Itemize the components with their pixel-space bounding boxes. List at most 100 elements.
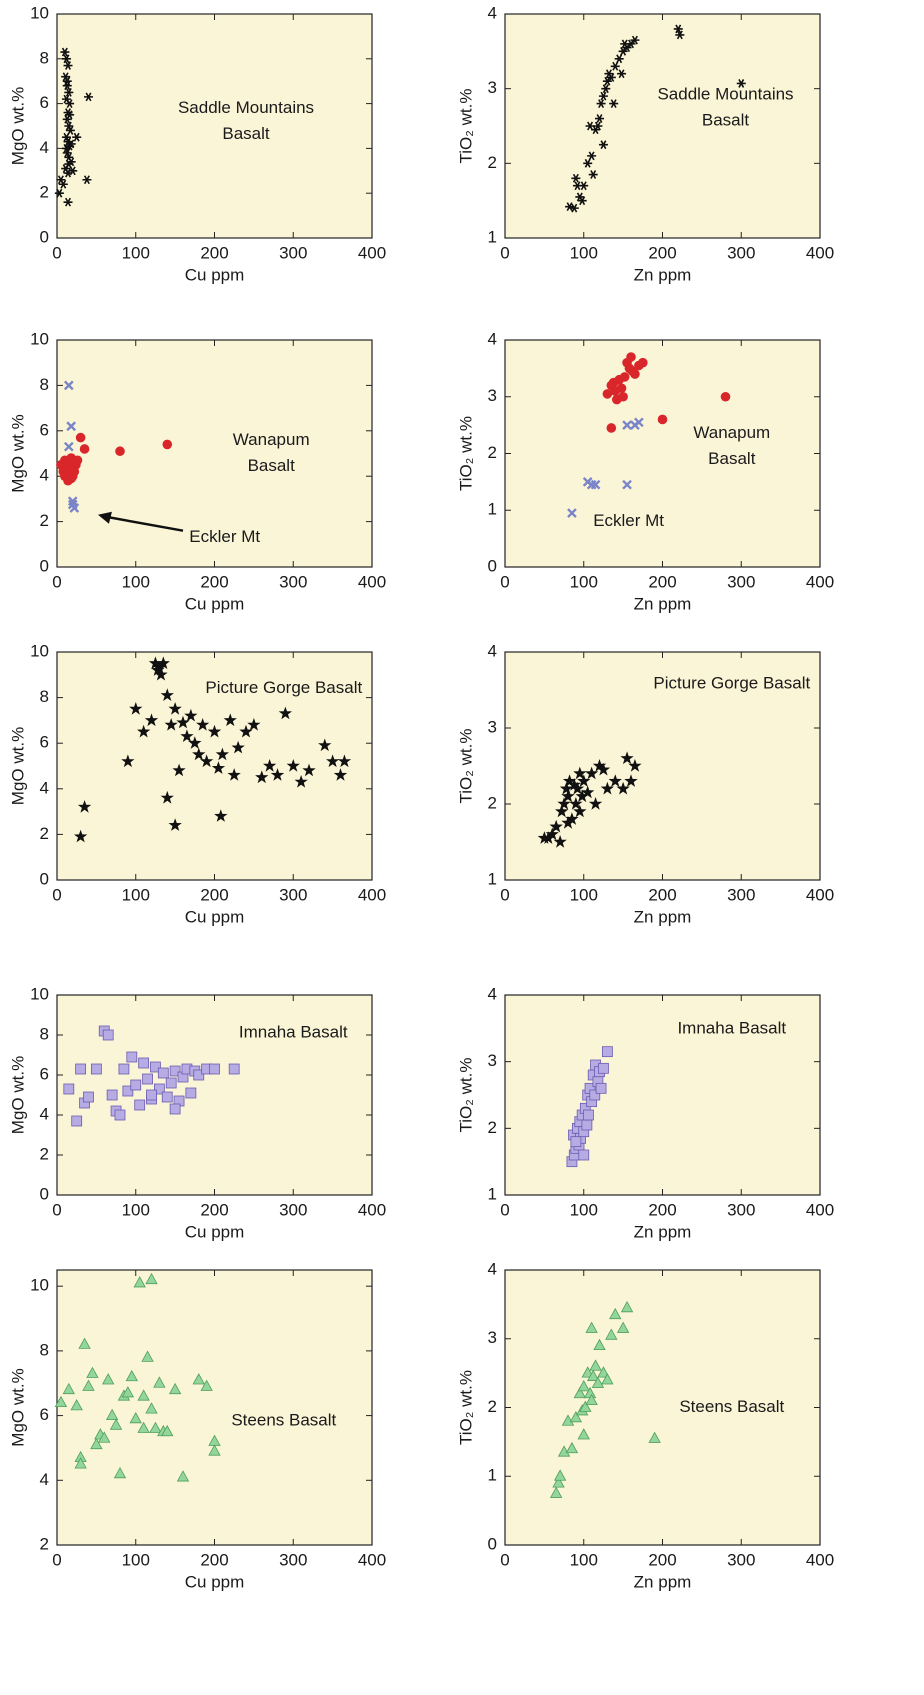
point [105, 1408, 119, 1420]
point [616, 781, 630, 795]
point [148, 656, 163, 670]
point [106, 1089, 118, 1101]
point [541, 831, 555, 844]
point [673, 24, 683, 34]
annotation: Basalt [248, 456, 296, 475]
point [63, 197, 73, 207]
point [86, 1366, 99, 1378]
point [620, 1300, 634, 1313]
point [577, 1380, 590, 1392]
point [675, 30, 685, 40]
point [565, 1441, 579, 1454]
point [553, 1469, 567, 1481]
y-tick-label: 4 [488, 1259, 497, 1278]
point [90, 1437, 103, 1450]
point [239, 724, 253, 738]
point [598, 91, 608, 101]
point [602, 389, 613, 399]
point [595, 114, 604, 123]
point [579, 1400, 592, 1412]
point [61, 54, 71, 64]
plot-area [504, 339, 821, 568]
point [208, 1444, 221, 1456]
point [247, 718, 261, 731]
point [134, 1099, 146, 1111]
point [570, 781, 585, 795]
point [598, 1062, 609, 1074]
point [71, 1115, 83, 1127]
plot-area [56, 13, 373, 239]
point [156, 656, 170, 670]
annotation: Steens Basalt [231, 1411, 336, 1430]
x-tick-label: 100 [122, 572, 150, 591]
point [605, 1328, 618, 1340]
point [302, 763, 316, 777]
y-tick-label: 3 [488, 78, 497, 97]
x-tick-label: 100 [570, 243, 598, 262]
point [270, 768, 285, 781]
point [150, 1061, 161, 1073]
point [585, 1393, 598, 1406]
x-tick-label: 400 [806, 1200, 834, 1219]
point [286, 759, 300, 772]
point [596, 99, 606, 108]
point [78, 1337, 91, 1349]
y-axis-label: TiO₂ wt.% [456, 1370, 475, 1445]
point [577, 774, 591, 787]
y-tick-label: 4 [488, 984, 497, 1003]
point [596, 762, 611, 776]
x-tick-label: 0 [500, 1550, 509, 1569]
point [616, 1321, 630, 1333]
point [231, 740, 245, 754]
panel: 0 100 200 300 400 0 2 4 6 8 10 Cu ppm MgO wt.% Imnaha… [8, 984, 386, 1241]
point [585, 1321, 598, 1333]
y-tick-label: 10 [30, 641, 49, 660]
x-tick-label: 400 [806, 885, 834, 904]
point [606, 73, 616, 82]
y-axis-label: TiO₂ wt.% [456, 416, 475, 491]
plot-area [56, 651, 373, 881]
point [180, 729, 194, 742]
point [192, 747, 206, 761]
point [113, 1466, 127, 1479]
y-tick-label: 2 [488, 793, 497, 812]
point [294, 775, 308, 788]
point [192, 1373, 205, 1385]
y-tick-label: 0 [40, 227, 49, 246]
point [609, 1307, 622, 1320]
annotation: Basalt [222, 124, 270, 143]
point [67, 499, 78, 510]
x-axis-label: Zn ppm [634, 265, 692, 284]
y-tick-label: 3 [488, 717, 497, 736]
panel: 0 100 200 300 400 0 1 2 3 4 Zn ppm TiO₂ wt.% Wanapum… [456, 329, 834, 613]
x-tick-label: 200 [200, 885, 228, 904]
annotation: Wanapum [233, 430, 310, 449]
x-tick-label: 100 [122, 1200, 150, 1219]
y-tick-label: 2 [40, 511, 49, 530]
point [578, 1149, 590, 1161]
point [227, 768, 241, 781]
point [263, 759, 277, 772]
annotation: Imnaha Basalt [239, 1022, 348, 1041]
x-tick-label: 0 [52, 243, 61, 262]
y-axis-label: MgO wt.% [8, 727, 27, 805]
point [555, 804, 569, 818]
annotation: Wanapum [693, 423, 770, 442]
x-tick-label: 100 [570, 885, 598, 904]
x-tick-label: 300 [279, 572, 307, 591]
point [67, 496, 78, 507]
point [600, 781, 614, 795]
point [193, 1069, 205, 1081]
point [583, 1109, 594, 1121]
y-tick-label: 6 [40, 93, 49, 112]
x-tick-label: 300 [727, 1200, 755, 1219]
point [577, 1428, 590, 1440]
y-tick-label: 2 [40, 824, 49, 843]
point [129, 1411, 142, 1424]
y-tick-label: 2 [488, 153, 497, 172]
point [168, 1382, 182, 1395]
x-tick-label: 300 [279, 885, 307, 904]
x-axis-label: Cu ppm [185, 1572, 245, 1591]
point [595, 1082, 607, 1094]
point [137, 724, 151, 738]
